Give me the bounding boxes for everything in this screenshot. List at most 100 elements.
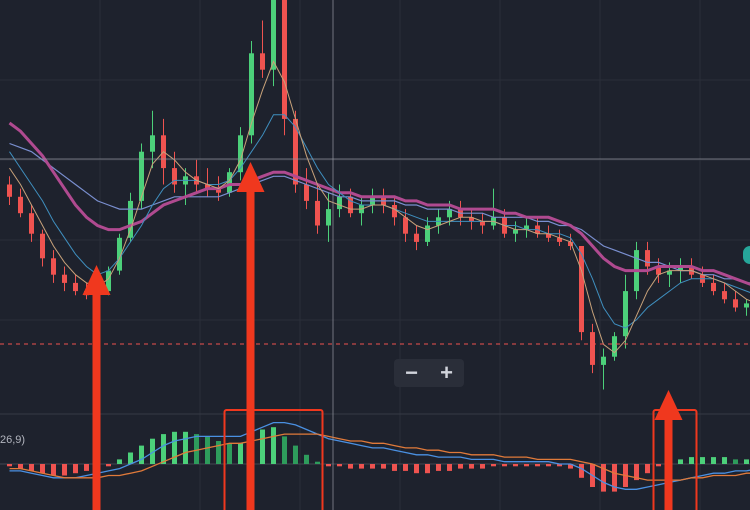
macd-histogram-bar-20 bbox=[227, 443, 232, 464]
macd-histogram-bar-39 bbox=[436, 464, 441, 471]
macd-histogram-bar-21 bbox=[238, 443, 243, 464]
price-scale-marker[interactable] bbox=[743, 246, 750, 264]
macd-histogram-bar-50 bbox=[557, 464, 562, 467]
candle-body-28 bbox=[315, 200, 320, 226]
candle-body-60 bbox=[667, 270, 672, 275]
candle-body-21 bbox=[238, 135, 243, 173]
candle-body-22 bbox=[249, 53, 254, 136]
candle-body-1 bbox=[18, 196, 23, 214]
candle-body-30 bbox=[337, 196, 342, 210]
candle-body-50 bbox=[557, 237, 562, 242]
macd-histogram-bar-42 bbox=[469, 464, 474, 469]
candle-body-4 bbox=[51, 258, 56, 275]
macd-histogram-bar-25 bbox=[282, 436, 287, 464]
macd-histogram-bar-19 bbox=[216, 441, 221, 464]
candle-body-15 bbox=[172, 168, 177, 185]
macd-histogram-bar-28 bbox=[315, 461, 320, 464]
annotation-arrow-1 bbox=[236, 162, 265, 510]
macd-histogram-bar-5 bbox=[62, 464, 67, 476]
candle-body-46 bbox=[513, 229, 518, 234]
annotation-arrow-0 bbox=[82, 265, 111, 510]
candle-body-2 bbox=[29, 213, 34, 234]
macd-pane bbox=[0, 421, 750, 492]
macd-histogram-bar-17 bbox=[194, 434, 199, 464]
candle-body-61 bbox=[678, 266, 683, 271]
macd-histogram-bar-4 bbox=[51, 464, 56, 476]
candle-body-13 bbox=[150, 135, 155, 152]
candle-body-54 bbox=[601, 356, 606, 365]
candle-body-47 bbox=[524, 225, 529, 230]
macd-histogram-bar-35 bbox=[392, 464, 397, 471]
macd-histogram-bar-41 bbox=[458, 464, 463, 469]
annotation-arrow-2 bbox=[654, 390, 683, 510]
candle-body-36 bbox=[403, 217, 408, 234]
macd-histogram-bar-12 bbox=[139, 445, 144, 464]
zoom-out-button[interactable]: − bbox=[405, 360, 418, 385]
candle-body-58 bbox=[645, 250, 650, 267]
macd-histogram-bar-9 bbox=[106, 464, 111, 467]
moving-averages bbox=[8, 60, 750, 354]
macd-histogram-bar-55 bbox=[612, 464, 617, 492]
macd-histogram-bar-59 bbox=[656, 464, 661, 467]
macd-histogram-bar-63 bbox=[700, 457, 705, 464]
candle-body-52 bbox=[579, 246, 584, 333]
candle-body-40 bbox=[447, 209, 452, 218]
macd-histogram-bar-13 bbox=[150, 438, 155, 464]
ma-long-line bbox=[9, 142, 750, 284]
candle-body-27 bbox=[304, 184, 309, 201]
macd-histogram-bar-16 bbox=[183, 431, 188, 464]
candle-body-56 bbox=[623, 291, 628, 337]
macd-histogram-bar-6 bbox=[73, 464, 78, 474]
macd-histogram-bar-34 bbox=[381, 464, 386, 469]
macd-histogram-bar-67 bbox=[744, 459, 749, 464]
zoom-in-button[interactable]: + bbox=[440, 360, 453, 385]
candle-body-55 bbox=[612, 336, 617, 357]
macd-histogram-bar-33 bbox=[370, 464, 375, 469]
macd-histogram-bar-18 bbox=[205, 436, 210, 464]
macd-histogram-bar-36 bbox=[403, 464, 408, 471]
macd-histogram-bar-49 bbox=[546, 464, 551, 467]
candle-body-19 bbox=[216, 188, 221, 193]
macd-params-label: 26,9) bbox=[0, 434, 26, 446]
macd-histogram-bar-23 bbox=[260, 429, 265, 464]
macd-histogram-bar-58 bbox=[645, 464, 650, 474]
macd-histogram-bar-47 bbox=[524, 464, 529, 467]
macd-histogram-bar-48 bbox=[535, 464, 540, 467]
macd-histogram-bar-3 bbox=[40, 464, 45, 474]
macd-histogram-bar-38 bbox=[425, 464, 430, 474]
candle-body-43 bbox=[480, 221, 485, 226]
macd-histogram-bar-27 bbox=[304, 454, 309, 464]
macd-signal-line bbox=[9, 433, 750, 481]
candle-body-64 bbox=[711, 282, 716, 292]
candle-body-11 bbox=[128, 200, 133, 238]
candle-body-35 bbox=[392, 205, 397, 218]
macd-histogram-bar-44 bbox=[491, 464, 496, 467]
macd-histogram-bar-64 bbox=[711, 457, 716, 464]
ma-mid-line bbox=[8, 121, 750, 286]
ma-fast-line bbox=[9, 60, 750, 354]
macd-histogram-bar-61 bbox=[678, 459, 683, 464]
macd-histogram-bar-14 bbox=[161, 434, 166, 464]
candle-body-29 bbox=[326, 209, 331, 226]
candle-body-26 bbox=[293, 118, 298, 185]
macd-histogram-bar-30 bbox=[337, 464, 342, 467]
macd-histogram-bar-32 bbox=[359, 464, 364, 469]
macd-histogram-bar-40 bbox=[447, 464, 452, 471]
candle-body-18 bbox=[205, 184, 210, 189]
candle-body-49 bbox=[546, 233, 551, 238]
macd-histogram-bar-66 bbox=[733, 459, 738, 464]
macd-histogram-bar-43 bbox=[480, 464, 485, 469]
candle-body-66 bbox=[733, 299, 738, 308]
macd-histogram-bar-11 bbox=[128, 452, 133, 464]
candle-body-53 bbox=[590, 332, 595, 365]
candle-body-3 bbox=[40, 233, 45, 259]
macd-line bbox=[9, 421, 750, 490]
zoom-control: − + bbox=[394, 359, 464, 387]
macd-histogram-bar-15 bbox=[172, 431, 177, 464]
candle-body-10 bbox=[117, 237, 122, 271]
candle-body-51 bbox=[568, 241, 573, 246]
candle-body-67 bbox=[744, 303, 749, 308]
